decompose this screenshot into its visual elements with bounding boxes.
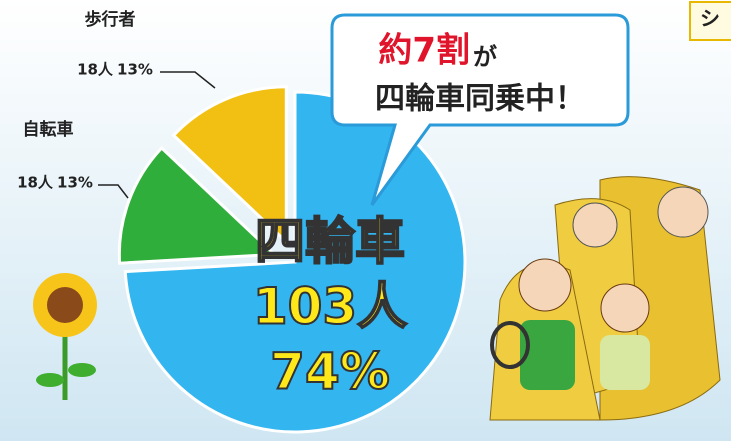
callout-highlight: 約7割 bbox=[378, 31, 470, 71]
slice-percent-label: 13% bbox=[57, 174, 93, 192]
sunflower bbox=[33, 273, 97, 400]
corner-text: シ bbox=[700, 7, 720, 31]
slice-value-label: 18人 bbox=[17, 174, 54, 192]
pie-slice bbox=[171, 85, 288, 246]
passengers-illustration bbox=[489, 176, 721, 421]
callout-bubble bbox=[330, 13, 630, 206]
callout-line2: 四輪車同乗中！ bbox=[375, 82, 585, 117]
slice-category: 自転車 bbox=[23, 119, 74, 140]
slice-percent-label: 13% bbox=[117, 61, 153, 79]
callout: 約7割 が 四輪車同乗中！ bbox=[330, 13, 630, 206]
slice-value-label: 103人 bbox=[253, 278, 407, 336]
slice-value-label: 18人 bbox=[77, 61, 114, 79]
leader-line bbox=[98, 184, 129, 199]
pie-slice bbox=[117, 145, 278, 265]
slice-percent-label: 74% bbox=[270, 343, 390, 401]
callout-text: が bbox=[473, 43, 497, 71]
corner-box bbox=[689, 1, 731, 41]
slice-category: 歩行者 bbox=[85, 9, 136, 30]
leader-line bbox=[160, 71, 216, 89]
slice-category: 四輪車 bbox=[255, 213, 405, 271]
